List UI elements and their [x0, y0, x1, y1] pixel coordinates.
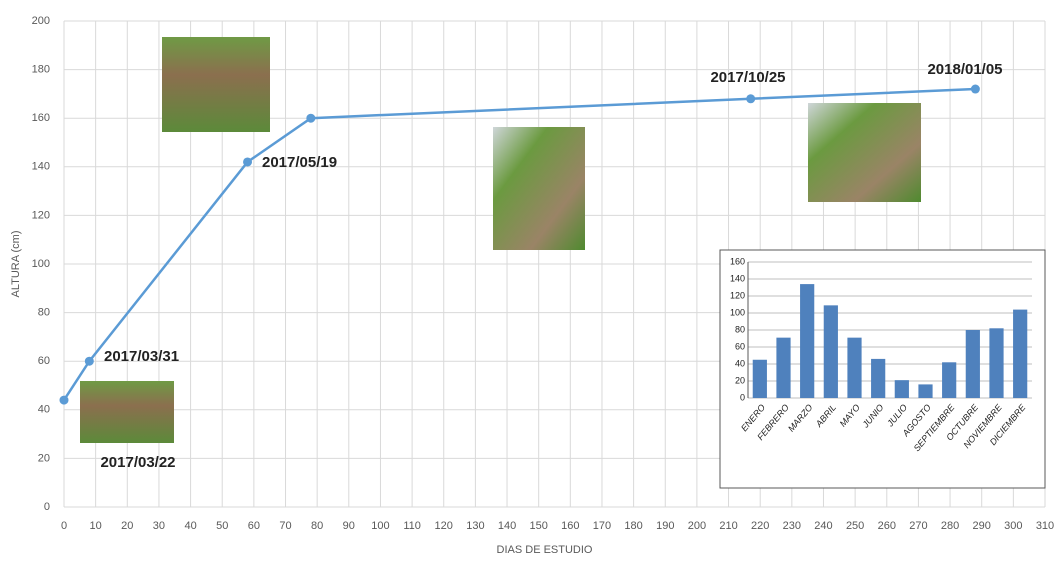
x-tick-label: 230 — [783, 520, 801, 532]
bar — [918, 384, 933, 398]
x-tick-label: 110 — [403, 520, 421, 532]
y-tick-label: 80 — [38, 307, 50, 319]
photo — [808, 103, 921, 202]
x-tick-label: 180 — [624, 520, 642, 532]
point — [84, 356, 94, 366]
x-tick-label: 30 — [153, 520, 165, 532]
x-tick-label: 300 — [1004, 520, 1022, 532]
x-axis-label: DIAS DE ESTUDIO — [497, 544, 593, 556]
x-tick-label: 220 — [751, 520, 769, 532]
bar — [871, 358, 886, 398]
x-tick-label: 100 — [371, 520, 389, 532]
y-tick-label: 80 — [735, 324, 745, 334]
x-tick-label: 160 — [561, 520, 579, 532]
y-tick-label: 120 — [32, 209, 50, 221]
x-tick-label: 0 — [61, 520, 67, 532]
y-tick-label: 140 — [730, 273, 745, 283]
line — [62, 87, 976, 401]
y-axis-label: ALTURA (cm) — [10, 230, 22, 297]
x-tick-label: 290 — [973, 520, 991, 532]
x-tick-label: 130 — [466, 520, 484, 532]
y-tick-label: 120 — [730, 290, 745, 300]
x-tick-label: 280 — [941, 520, 959, 532]
point — [59, 395, 69, 405]
y-tick-label: 180 — [32, 64, 50, 76]
x-tick-label: 150 — [529, 520, 547, 532]
x-tick-label: 310 — [1036, 520, 1054, 532]
point — [746, 94, 756, 104]
x-tick-label: 80 — [311, 520, 323, 532]
x-tick-label: 200 — [688, 520, 706, 532]
x-tick-label: 60 — [248, 520, 260, 532]
point-label: 2018/01/05 — [927, 61, 1002, 78]
x-tick-label: 70 — [279, 520, 291, 532]
point — [970, 84, 980, 94]
photo — [80, 381, 174, 443]
x-tick-label: 270 — [909, 520, 927, 532]
x-tick-label: 10 — [90, 520, 102, 532]
point-label: 2017/05/19 — [262, 154, 337, 171]
y-tick-label: 60 — [735, 341, 745, 351]
y-tick-label: 160 — [32, 112, 50, 124]
bar — [776, 337, 791, 398]
x-tick-label: 20 — [121, 520, 133, 532]
bar — [965, 330, 980, 398]
x-tick-label: 40 — [184, 520, 196, 532]
y-tick-label: 40 — [38, 404, 50, 416]
point-label: 2017/03/31 — [104, 348, 179, 365]
y-tick-label: 100 — [32, 258, 50, 270]
point-label: 2017/03/22 — [100, 454, 175, 471]
y-tick-label: 160 — [730, 256, 745, 266]
x-tick-label: 260 — [878, 520, 896, 532]
x-tick-label: 250 — [846, 520, 864, 532]
bar — [800, 284, 815, 398]
bar — [989, 328, 1004, 398]
y-tick-label: 0 — [44, 501, 50, 513]
y-tick-label: 0 — [740, 392, 745, 402]
bar — [752, 359, 767, 398]
bar — [894, 380, 909, 398]
point — [306, 113, 316, 123]
x-tick-label: 240 — [814, 520, 832, 532]
x-tick-label: 190 — [656, 520, 674, 532]
y-tick-label: 20 — [735, 375, 745, 385]
y-tick-label: 100 — [730, 307, 745, 317]
y-tick-label: 140 — [32, 161, 50, 173]
bar — [847, 337, 862, 398]
bar — [1013, 309, 1028, 398]
x-tick-label: 170 — [593, 520, 611, 532]
x-tick-label: 140 — [498, 520, 516, 532]
x-tick-label: 210 — [719, 520, 737, 532]
x-tick-label: 50 — [216, 520, 228, 532]
y-tick-label: 200 — [32, 15, 50, 27]
y-tick-label: 20 — [38, 452, 50, 464]
photo — [493, 127, 585, 250]
y-tick-label: 60 — [38, 355, 50, 367]
point-label: 2017/10/25 — [710, 69, 785, 86]
photo — [162, 37, 270, 132]
x-tick-label: 120 — [435, 520, 453, 532]
bar — [823, 305, 838, 398]
point — [243, 157, 253, 167]
y-tick-label: 40 — [735, 358, 745, 368]
x-tick-label: 90 — [343, 520, 355, 532]
bar — [942, 362, 957, 398]
